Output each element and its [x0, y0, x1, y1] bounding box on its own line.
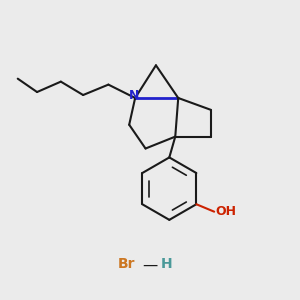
Text: Br: Br	[118, 257, 135, 272]
Text: OH: OH	[215, 205, 236, 218]
Text: —: —	[142, 258, 158, 273]
Text: N: N	[129, 89, 140, 102]
Text: H: H	[160, 257, 172, 272]
